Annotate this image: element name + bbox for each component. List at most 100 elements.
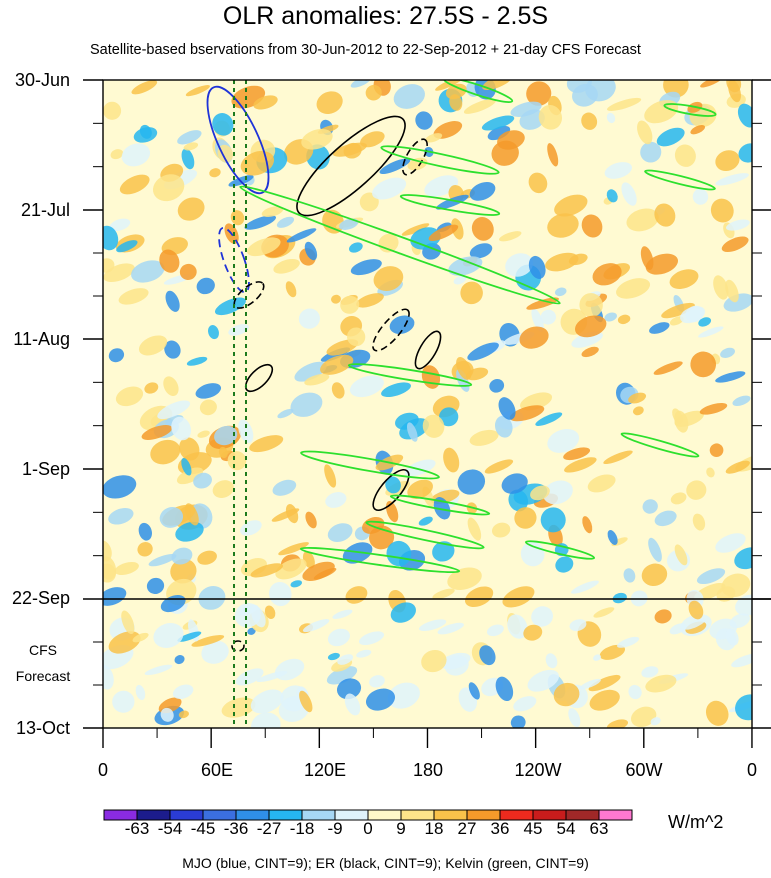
anomaly-patch bbox=[198, 586, 226, 610]
anomaly-patch bbox=[298, 308, 320, 329]
anomaly-patch bbox=[581, 214, 603, 238]
anomaly-patch bbox=[304, 241, 318, 261]
anomaly-patch bbox=[448, 256, 483, 276]
anomaly-patch bbox=[179, 263, 197, 281]
anomaly-patch bbox=[415, 111, 433, 130]
anomaly-patch bbox=[386, 540, 412, 567]
y-tick-label: 22-Sep bbox=[11, 588, 70, 608]
anomaly-patch bbox=[185, 85, 211, 97]
anomaly-patch bbox=[152, 174, 185, 202]
anomaly-patch bbox=[246, 237, 281, 257]
anomaly-patch bbox=[692, 513, 706, 531]
anomaly-patch bbox=[342, 542, 373, 564]
anomaly-patch bbox=[497, 130, 525, 150]
anomaly-patch bbox=[421, 649, 447, 673]
anomaly-patch bbox=[498, 397, 516, 420]
anomaly-patch bbox=[148, 553, 177, 567]
anomaly-patch bbox=[139, 124, 152, 139]
anomaly-patch bbox=[422, 414, 445, 438]
anomaly-patch bbox=[164, 340, 181, 359]
anomaly-patch bbox=[273, 259, 300, 274]
anomaly-patch bbox=[235, 668, 264, 686]
anomaly-patch bbox=[706, 467, 715, 478]
anomaly-patch bbox=[440, 652, 471, 670]
anomaly-patch bbox=[670, 492, 687, 505]
anomaly-patch bbox=[688, 600, 704, 620]
anomaly-patch bbox=[528, 172, 548, 194]
anomaly-patch bbox=[302, 619, 330, 633]
anomaly-patch bbox=[709, 443, 724, 457]
anomaly-patch bbox=[674, 144, 696, 167]
anomaly-patch bbox=[390, 602, 416, 623]
anomaly-patch bbox=[332, 609, 353, 619]
anomaly-patch bbox=[171, 416, 192, 441]
anomaly-patch bbox=[344, 693, 361, 716]
anomaly-patch bbox=[349, 242, 363, 253]
anomaly-patch bbox=[642, 499, 658, 514]
anomaly-patch bbox=[401, 223, 430, 236]
anomaly-patch bbox=[138, 335, 168, 356]
colorbar-label: -18 bbox=[289, 819, 315, 838]
x-tick-label: 120E bbox=[303, 760, 347, 780]
anomaly-patch bbox=[271, 508, 300, 522]
anomaly-patch bbox=[489, 378, 505, 393]
anomaly-patch bbox=[183, 142, 199, 151]
anomaly-patch bbox=[250, 689, 284, 714]
anomaly-patch bbox=[465, 367, 489, 381]
anomaly-patch bbox=[410, 227, 441, 250]
anomaly-patch bbox=[705, 700, 729, 726]
anomaly-patch bbox=[290, 392, 323, 417]
colorbar-label: 45 bbox=[523, 819, 543, 838]
anomaly-patch bbox=[197, 430, 210, 438]
anomaly-patch bbox=[621, 182, 637, 206]
anomaly-patch bbox=[547, 428, 580, 453]
anomaly-patch bbox=[103, 263, 135, 283]
kelvin-contour bbox=[380, 145, 500, 175]
anomaly-patch bbox=[568, 253, 588, 266]
anomaly-patch bbox=[715, 173, 749, 186]
anomaly-patch bbox=[495, 676, 514, 702]
anomaly-patch bbox=[249, 435, 284, 453]
anomaly-patch bbox=[432, 588, 455, 600]
anomaly-patch bbox=[277, 408, 294, 419]
anomaly-patch bbox=[135, 684, 146, 701]
anomaly-patch bbox=[304, 373, 330, 386]
anomaly-patch bbox=[531, 308, 544, 332]
anomaly-patch bbox=[721, 236, 749, 253]
anomaly-patch bbox=[468, 682, 480, 700]
anomaly-patch bbox=[669, 269, 699, 289]
anomaly-patch bbox=[131, 260, 165, 283]
anomaly-patch bbox=[553, 682, 580, 707]
anomaly-patch bbox=[230, 210, 245, 226]
anomaly-patch bbox=[637, 120, 653, 145]
anomaly-patch bbox=[469, 182, 496, 201]
anomaly-patch bbox=[103, 540, 112, 562]
anomaly-patch bbox=[214, 297, 246, 316]
anomaly-patch bbox=[294, 361, 327, 382]
colorbar-label: -45 bbox=[190, 819, 216, 838]
anomaly-patch bbox=[486, 624, 504, 637]
anomaly-patch bbox=[528, 255, 546, 279]
anomaly-patch bbox=[247, 627, 256, 635]
anomaly-patch bbox=[114, 561, 139, 575]
anomaly-patch bbox=[171, 547, 193, 565]
anomaly-patch bbox=[484, 459, 514, 474]
anomaly-patch bbox=[181, 148, 195, 170]
filtered-contours bbox=[206, 80, 717, 652]
colorbar-label: -9 bbox=[327, 819, 343, 838]
anomaly-patch bbox=[116, 240, 138, 253]
er-contour bbox=[402, 138, 428, 176]
anomaly-patch bbox=[144, 382, 159, 394]
anomaly-patch bbox=[175, 521, 204, 542]
anomaly-patch bbox=[109, 218, 131, 232]
anomaly-patch bbox=[654, 510, 677, 527]
anomaly-patch bbox=[153, 623, 184, 648]
anomaly-patch bbox=[302, 561, 335, 582]
anomaly-patch bbox=[581, 112, 598, 130]
anomaly-patch bbox=[217, 144, 233, 163]
anomaly-patch bbox=[566, 80, 593, 93]
kelvin-contour bbox=[300, 450, 440, 480]
anomaly-patch bbox=[208, 325, 219, 340]
anomaly-patch bbox=[654, 609, 672, 624]
anomaly-patch bbox=[686, 480, 707, 500]
